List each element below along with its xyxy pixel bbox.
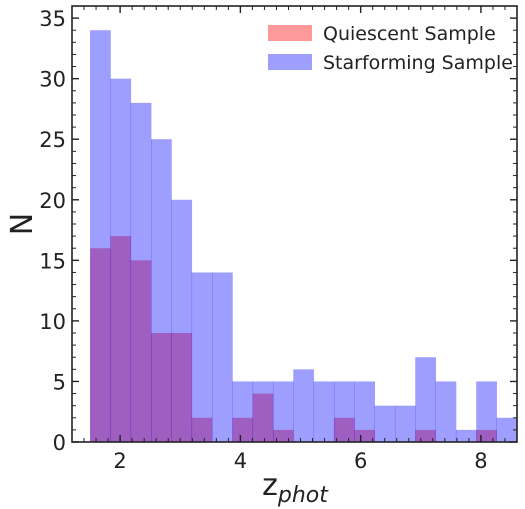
legend: Quiescent Sample Starforming Sample	[268, 23, 513, 74]
plot-frame	[71, 5, 518, 443]
starforming-bar-19	[476, 381, 497, 442]
starforming-bar-1	[110, 78, 132, 443]
quiescent-bar-4	[171, 333, 193, 442]
y-tick-label: 25	[39, 128, 66, 152]
starforming-bar-9	[272, 381, 294, 442]
y-tick-label: 15	[39, 249, 66, 273]
starforming-bar-0	[90, 30, 111, 442]
starforming-bar-13	[354, 381, 375, 442]
starforming-bar-14	[374, 405, 396, 442]
y-tick-label: 5	[53, 370, 66, 394]
starforming-bar-10	[293, 369, 315, 442]
y-tick-label: 10	[39, 310, 66, 334]
tick-labels: 2 4 6 8 0 5 10 15 20 25 30 35	[39, 7, 487, 473]
starforming-bar-12	[333, 381, 355, 442]
y-tick-label: 0	[53, 431, 66, 455]
legend-swatch-starforming	[268, 54, 312, 70]
quiescent-bar-8	[252, 393, 274, 442]
x-axis-title: zphot	[262, 468, 329, 508]
quiescent-bar-13	[354, 429, 375, 442]
quiescent-bar-2	[130, 260, 152, 442]
starforming-bar-18	[455, 429, 477, 442]
quiescent-bar-0	[90, 248, 111, 442]
starforming-bar-16	[415, 357, 436, 442]
x-tick-label: 8	[474, 449, 487, 473]
y-tick-label: 30	[39, 68, 66, 92]
starforming-bar-17	[435, 381, 457, 442]
x-tick-label: 6	[354, 449, 367, 473]
starforming-bars	[90, 30, 518, 443]
starforming-bar-3	[151, 139, 172, 442]
quiescent-bar-3	[151, 333, 172, 442]
starforming-bar-7	[232, 381, 254, 442]
quiescent-bars	[90, 236, 497, 442]
legend-swatch-quiescent	[268, 25, 312, 41]
starforming-bar-6	[211, 272, 233, 442]
y-tick-label: 20	[39, 189, 66, 213]
x-axis-title-subscript: phot	[277, 483, 329, 508]
quiescent-bar-1	[110, 236, 132, 442]
starforming-bar-11	[313, 381, 335, 442]
starforming-bar-2	[130, 102, 152, 442]
y-tick-label: 35	[39, 7, 66, 31]
starforming-bar-15	[394, 405, 416, 442]
quiescent-bar-12	[333, 417, 355, 442]
starforming-bar-8	[252, 381, 274, 442]
quiescent-bar-5	[191, 417, 213, 442]
x-axis-title-main: z	[262, 468, 278, 503]
starforming-bar-4	[171, 199, 193, 442]
x-tick-label: 4	[234, 449, 247, 473]
legend-label-starforming: Starforming Sample	[323, 52, 513, 74]
starforming-bar-5	[191, 272, 213, 442]
x-tick-label: 2	[113, 449, 126, 473]
quiescent-bar-7	[232, 417, 254, 442]
starforming-bar-20	[496, 417, 518, 442]
legend-label-quiescent: Quiescent Sample	[323, 23, 496, 45]
y-axis-title: N	[5, 213, 40, 235]
